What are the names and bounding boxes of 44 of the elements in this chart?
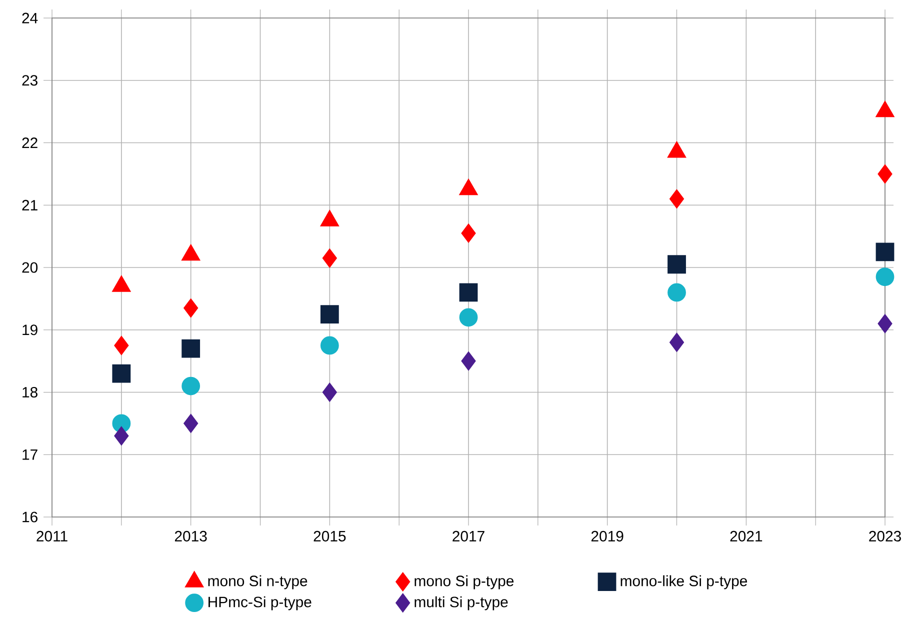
point [320,336,339,355]
x-tick-label: 2015 [314,530,346,542]
point [320,305,339,324]
point [322,382,337,402]
y-tick-label: 20 [22,262,38,273]
y-tick-label: 24 [22,12,38,24]
point [459,308,478,327]
point [184,414,198,434]
x-tick-label: 2021 [730,530,762,542]
y-tick-label: 18 [22,386,38,398]
point [114,336,129,356]
point [461,224,476,243]
y-tick-label: 19 [22,324,38,336]
point [668,283,686,302]
point [668,255,686,274]
y-tick-label: 16 [22,512,38,522]
legend-label: mono Si p-type [414,575,514,590]
point [878,314,892,334]
point [876,268,894,286]
y-tick-label: 23 [22,75,38,86]
legend-label: mono Si n-type [208,575,308,590]
point [184,298,198,318]
point [878,164,892,184]
x-tick-label: 2013 [174,530,207,542]
y-tick-label: 22 [22,138,38,148]
x-tick-label: 2019 [591,530,624,542]
point [182,376,200,396]
point [461,351,476,371]
point [459,283,478,302]
x-tick-label: 2017 [452,530,484,542]
legend-label: multi Si p-type [414,596,508,610]
legend-label: mono-like Si p-type [620,575,748,590]
y-tick-label: 17 [22,449,38,460]
x-tick-label: 2011 [36,530,68,542]
point [876,242,894,262]
point [114,426,129,446]
point [669,332,684,352]
point [182,339,200,358]
point [322,248,337,268]
legend-label: HPmc-Si p-type [208,596,312,610]
point [112,364,131,383]
point [669,189,684,208]
x-tick-label: 2023 [869,530,901,542]
y-tick-label: 21 [22,200,38,210]
